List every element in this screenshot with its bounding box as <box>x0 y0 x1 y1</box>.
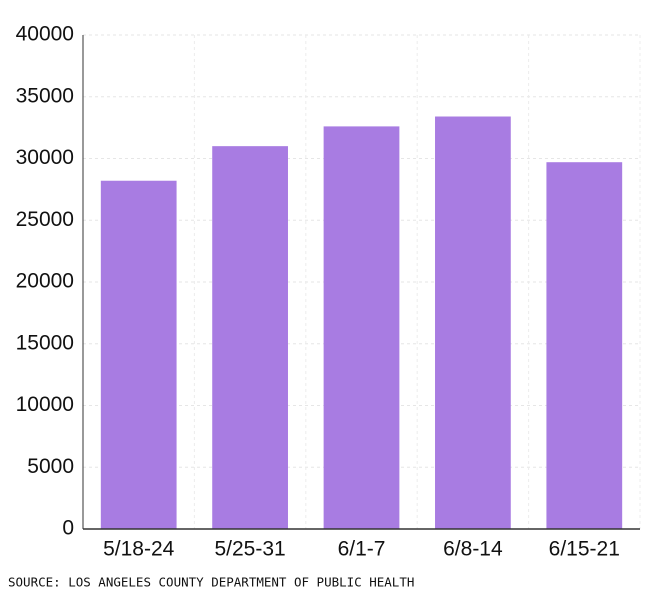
x-tick-label: 6/1-7 <box>338 538 386 561</box>
bar <box>323 126 400 529</box>
x-tick-label: 6/8-14 <box>443 538 503 561</box>
y-tick-label: 30000 <box>16 146 74 169</box>
x-tick-label: 5/18-24 <box>103 538 175 561</box>
y-tick-label: 10000 <box>16 393 74 416</box>
bar <box>212 146 288 529</box>
bar <box>100 180 177 530</box>
bar <box>546 162 623 529</box>
x-tick-label: 5/25-31 <box>214 538 285 561</box>
source-note: SOURCE: LOS ANGELES COUNTY DEPARTMENT OF… <box>8 575 414 590</box>
bar <box>435 116 511 529</box>
y-tick-label: 15000 <box>16 331 74 354</box>
y-tick-label: 35000 <box>16 84 74 107</box>
y-tick-label: 40000 <box>16 23 74 46</box>
x-tick-label: 6/15-21 <box>549 538 620 561</box>
y-tick-label: 5000 <box>27 455 74 478</box>
y-tick-label: 0 <box>62 517 74 540</box>
y-tick-label: 20000 <box>16 270 74 293</box>
y-tick-label: 25000 <box>16 208 74 231</box>
